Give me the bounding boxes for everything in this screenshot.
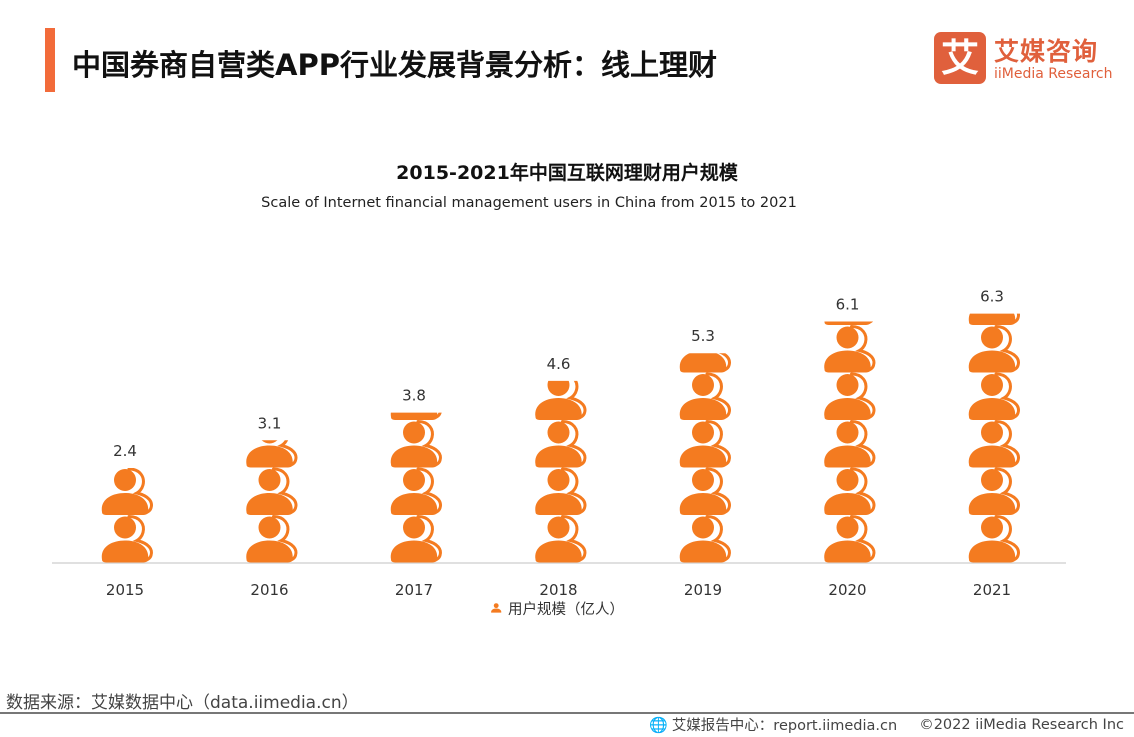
user-icon (967, 515, 1020, 563)
data-label-2019: 5.3 (691, 327, 715, 345)
bar-2016 (244, 440, 298, 563)
bar-2021 (967, 313, 1020, 563)
iimedia-logo: 艾 艾媒咨询 iiMedia Research (934, 32, 1114, 86)
user-icon (822, 372, 876, 422)
data-label-2020: 6.1 (836, 296, 860, 314)
logo-name-en: iiMedia Research (994, 66, 1113, 82)
user-icon (244, 467, 298, 517)
x-tick-2019: 2019 (684, 581, 722, 599)
x-tick-2015: 2015 (106, 581, 144, 599)
user-icon (533, 467, 587, 517)
user-icon (967, 325, 1020, 374)
user-icon (822, 515, 876, 563)
legend-label: 用户规模（亿人） (508, 601, 624, 618)
data-source: 数据来源：艾媒数据中心（data.iimedia.cn） (6, 693, 359, 713)
logo-name-cn: 艾媒咨询 (994, 37, 1099, 66)
legend: 用户规模（亿人） (491, 601, 624, 618)
user-icon (389, 515, 442, 564)
chart-subtitle: Scale of Internet financial management u… (261, 195, 797, 211)
user-icon (533, 420, 587, 469)
user-icon (678, 372, 731, 422)
user-icon (967, 467, 1020, 517)
user-icon (533, 515, 587, 563)
user-icon (389, 420, 442, 469)
chart-title: 2015-2021年中国互联网理财用户规模 (396, 162, 738, 184)
data-label-2015: 2.4 (113, 442, 137, 460)
user-icon (678, 467, 731, 517)
x-tick-2016: 2016 (250, 581, 288, 599)
x-tick-2020: 2020 (828, 581, 866, 599)
data-label-2016: 3.1 (258, 414, 282, 432)
footer-divider (0, 712, 1134, 714)
bar-2015 (100, 468, 153, 563)
user-icon (100, 468, 153, 517)
x-tick-2018: 2018 (539, 581, 577, 599)
footer-copyright: ©2022 iiMedia Research Inc (919, 716, 1124, 733)
page-title: 中国券商自营类APP行业发展背景分析：线上理财 (72, 48, 717, 82)
user-icon (822, 325, 876, 374)
bar-2020 (822, 321, 876, 563)
logo-mark: 艾 (934, 32, 986, 84)
globe-icon: 🌐 (649, 715, 668, 734)
user-icon (822, 420, 876, 469)
title-accent-bar (45, 28, 55, 92)
user-icon (678, 515, 731, 564)
footer-report-center[interactable]: 艾媒报告中心：report.iimedia.cn (671, 718, 898, 734)
x-tick-2021: 2021 (973, 581, 1011, 599)
user-icon (822, 467, 876, 517)
user-icon (533, 380, 587, 422)
user-icon (967, 372, 1020, 422)
bar-2019 (678, 353, 731, 564)
x-tick-2017: 2017 (395, 581, 433, 599)
user-icon (100, 515, 153, 563)
data-label-2018: 4.6 (547, 355, 571, 373)
user-icon (678, 420, 731, 469)
bar-2018 (533, 380, 587, 563)
user-icon (389, 467, 442, 517)
user-icon (244, 515, 298, 563)
user-icon (967, 420, 1020, 469)
data-label-2017: 3.8 (402, 387, 426, 405)
legend-user-icon (491, 603, 502, 613)
data-label-2021: 6.3 (980, 288, 1004, 306)
footer: 🌐 艾媒报告中心：report.iimedia.cn ©2022 iiMedia… (649, 714, 1124, 735)
